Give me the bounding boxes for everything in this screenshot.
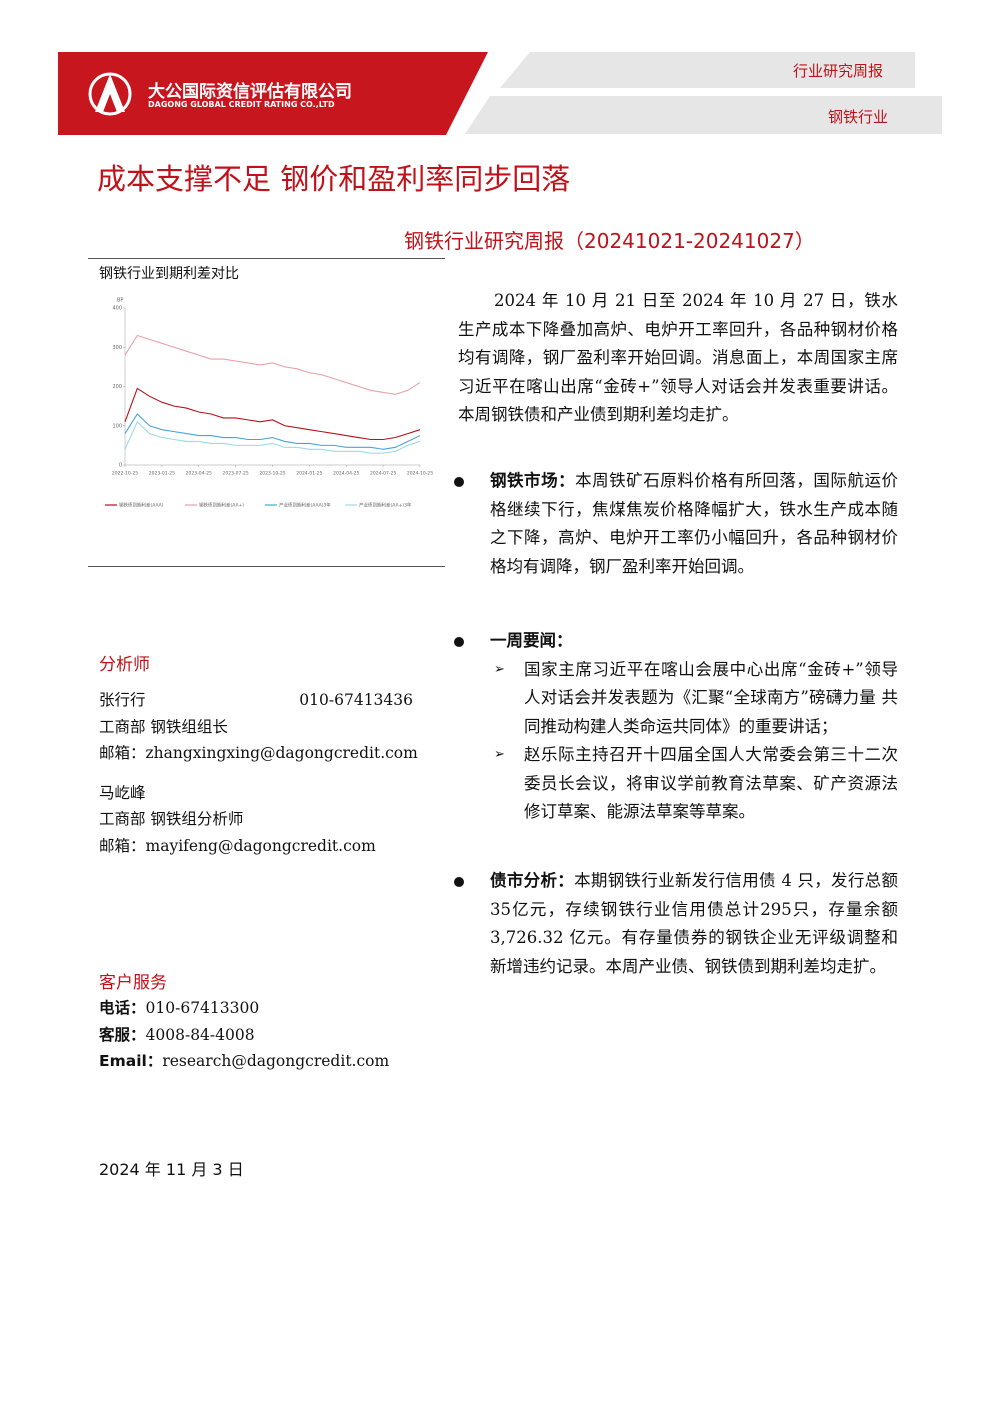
service: 电话：010-67413300 客服：4008-84-4008 Email：re… bbox=[99, 995, 389, 1075]
analyst-heading: 分析师 bbox=[99, 655, 150, 675]
x-tick-label: 2024-07-25 bbox=[370, 471, 396, 477]
legend-label: 产业债到期利差(AA+)3年 bbox=[359, 502, 412, 509]
section-text: 本期钢铁行业新发行信用债 4 只，发行总额35亿元，存续钢铁行业信用债总计295… bbox=[490, 871, 898, 976]
x-tick-label: 2024-01-25 bbox=[296, 471, 322, 477]
legend-label: 产业债到期利差(AAA)3年 bbox=[279, 502, 331, 509]
service-heading: 客户服务 bbox=[99, 973, 167, 993]
news-item: 赵乐际主持召开十四届全国人大常委会第三十二次委员长会议，将审议学前教育法草案、矿… bbox=[490, 741, 898, 827]
rule bbox=[88, 258, 445, 259]
y-tick-label: 100 bbox=[112, 423, 122, 429]
section-text: 本周铁矿石原料价格有所回落，国际航运价格继续下行，焦煤焦炭价格降幅扩大，铁水生产… bbox=[490, 471, 899, 576]
analyst-email: 邮箱：mayifeng@dagongcredit.com bbox=[99, 836, 376, 855]
x-tick-label: 2023-01-25 bbox=[149, 471, 175, 477]
analyst-phone: 010-67413436 bbox=[299, 691, 413, 709]
service-value: 4008-84-4008 bbox=[145, 1025, 255, 1044]
intro: 2024 年 10 月 21 日至 2024 年 10 月 27 日，铁水生产成… bbox=[458, 291, 898, 424]
report-type: 行业研究周报 bbox=[793, 62, 884, 80]
analyst-role: 工商部 钢铁组组长 bbox=[99, 717, 228, 736]
company-name: 大公国际资信评估有限公司 bbox=[148, 82, 352, 102]
y-tick-label: 200 bbox=[112, 384, 122, 390]
chart-title: 钢铁行业到期利差对比 bbox=[99, 266, 239, 282]
section: 钢铁市场：本周铁矿石原料价格有所回落，国际航运价格继续下行，焦煤焦炭价格降幅扩大… bbox=[454, 467, 899, 581]
x-tick-label: 2022-10-25 bbox=[112, 471, 138, 477]
rule bbox=[88, 566, 445, 567]
section-label: 债市分析： bbox=[490, 871, 575, 890]
service-value: 010-67413300 bbox=[145, 999, 260, 1017]
service-label: 客服： bbox=[99, 1025, 146, 1044]
service-value: research@dagongcredit.com bbox=[162, 1052, 390, 1070]
x-tick-label: 2023-07-25 bbox=[223, 471, 249, 477]
section-label: 一周要闻： bbox=[490, 631, 573, 650]
analyst-name: 马屹峰 bbox=[99, 783, 146, 802]
industry: 钢铁行业 bbox=[828, 108, 889, 126]
news-item: 国家主席习近平在喀山会展中心出席“金砖+”领导人对话会并发表题为《汇聚“全球南方… bbox=[490, 656, 898, 742]
y-tick-label: 400 bbox=[112, 306, 122, 312]
service-label: Email： bbox=[99, 1052, 163, 1070]
x-tick-label: 2023-04-25 bbox=[186, 471, 212, 477]
section-label: 钢铁市场： bbox=[490, 471, 576, 490]
analyst-email: 邮箱：zhangxingxing@dagongcredit.com bbox=[99, 744, 418, 762]
legend-label: 钢铁债到期利差(AA+) bbox=[199, 502, 244, 509]
x-tick-label: 2024-04-25 bbox=[333, 471, 359, 477]
section: 一周要闻： 国家主席习近平在喀山会展中心出席“金砖+”领导人对话会并发表题为《汇… bbox=[454, 627, 898, 827]
subtitle: 钢铁行业研究周报（20241021-20241027） bbox=[404, 229, 815, 253]
title: 成本支撑不足 钢价和盈利率同步回落 bbox=[97, 162, 571, 196]
y-tick-label: 300 bbox=[112, 345, 122, 351]
series-line bbox=[124, 387, 421, 441]
series-line bbox=[124, 334, 421, 395]
service-label: 电话： bbox=[99, 999, 146, 1017]
section: 债市分析：本期钢铁行业新发行信用债 4 只，发行总额35亿元，存续钢铁行业信用债… bbox=[454, 867, 898, 981]
series-line bbox=[124, 420, 421, 454]
x-tick-label: 2023-10-25 bbox=[259, 471, 285, 477]
y-tick-label: 0 bbox=[119, 463, 122, 469]
analyst-name: 张行行 bbox=[99, 691, 146, 709]
chart: BP 0 100 200 300 400 2022-10-25 2023-01-25 2023-… bbox=[105, 298, 433, 509]
analyst: 张行行 010-67413436 工商部 钢铁组组长 邮箱：zhangxingxi… bbox=[99, 687, 419, 859]
header-band bbox=[58, 52, 942, 135]
legend-label: 钢铁债到期利差(AAA) bbox=[119, 502, 164, 509]
company-en: DAGONG GLOBAL CREDIT RATING CO.,LTD bbox=[148, 100, 335, 109]
date: 2024 年 11 月 3 日 bbox=[99, 1160, 244, 1179]
analyst-role: 工商部 钢铁组分析师 bbox=[99, 810, 244, 828]
x-tick-label: 2024-10-25 bbox=[407, 471, 433, 477]
y-axis-label: BP bbox=[117, 298, 123, 304]
series-line bbox=[124, 413, 421, 450]
